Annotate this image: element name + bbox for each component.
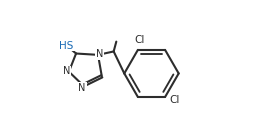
Text: Cl: Cl xyxy=(135,35,145,45)
Text: Cl: Cl xyxy=(170,95,180,105)
Text: N: N xyxy=(78,83,86,93)
Text: N: N xyxy=(63,66,71,76)
Text: HS: HS xyxy=(59,41,74,51)
Text: N: N xyxy=(96,49,103,59)
